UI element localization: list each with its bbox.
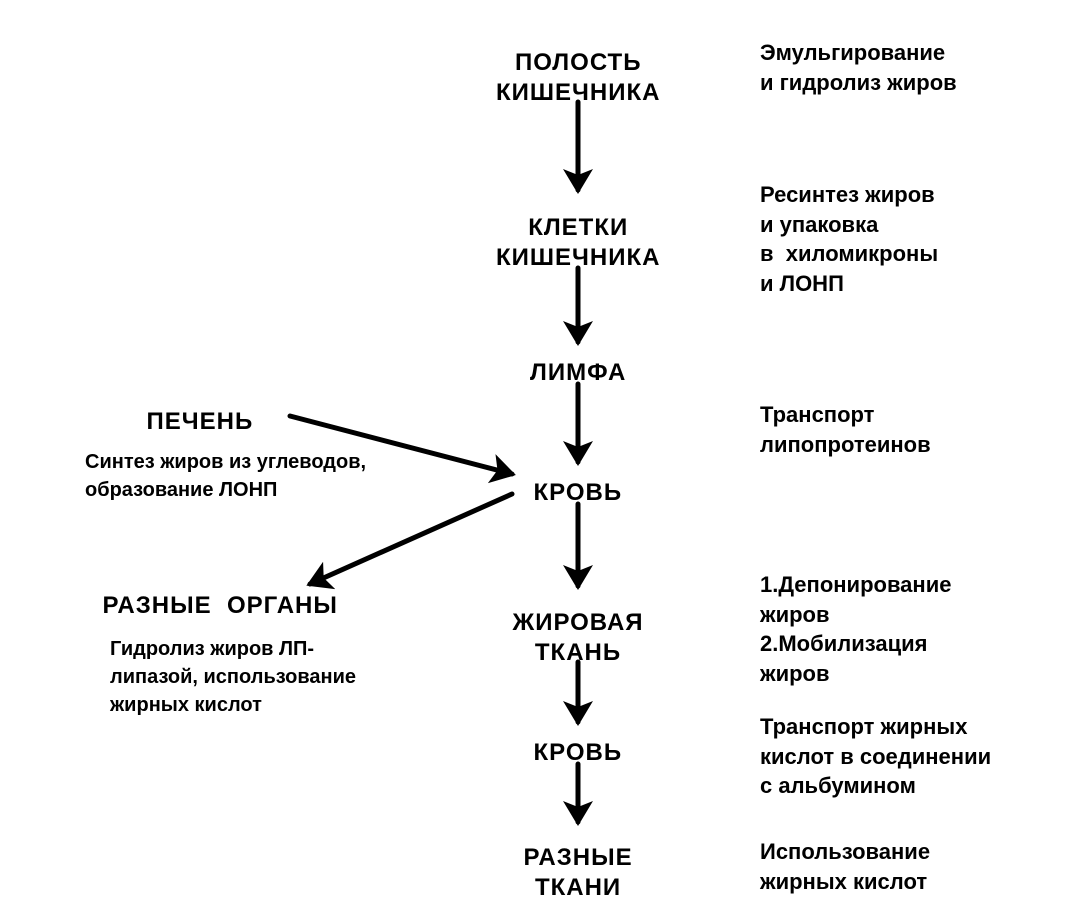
node-blood-1: КРОВЬ [534,478,623,508]
node-intestine-cells: КЛЕТКИ КИШЕЧНИКА [496,213,660,273]
annotation-fa-transport: Транспорт жирных кислот в соединении с а… [760,712,991,801]
annotation-lp-transport: Транспорт липопротеинов [760,400,931,459]
node-organs: РАЗНЫЕ ОРГАНЫ [103,590,338,622]
edge-n4-to-organs [310,494,512,584]
annotation-resynthesis: Ресинтез жиров и упаковка в хиломикроны … [760,180,938,299]
node-adipose: ЖИРОВАЯ ТКАНЬ [513,608,644,668]
node-lymph: ЛИМФА [530,358,626,388]
node-liver: ПЕЧЕНЬ [147,406,254,438]
annotation-emulsification: Эмульгирование и гидролиз жиров [760,38,957,97]
annotation-deposit-mobil: 1.Депонирование жиров 2.Мобилизация жиро… [760,570,951,689]
node-tissues: РАЗНЫЕ ТКАНИ [524,843,633,903]
diagram-stage: ПОЛОСТЬ КИШЕЧНИКА КЛЕТКИ КИШЕЧНИКА ЛИМФА… [0,0,1074,905]
text-organs-desc: Гидролиз жиров ЛП- липазой, использовани… [110,635,356,719]
node-blood-2: КРОВЬ [534,738,623,768]
node-intestine-cavity: ПОЛОСТЬ КИШЕЧНИКА [496,48,660,108]
text-liver-desc: Синтез жиров из углеводов, образование Л… [85,448,366,504]
annotation-fa-use: Использование жирных кислот [760,837,930,896]
